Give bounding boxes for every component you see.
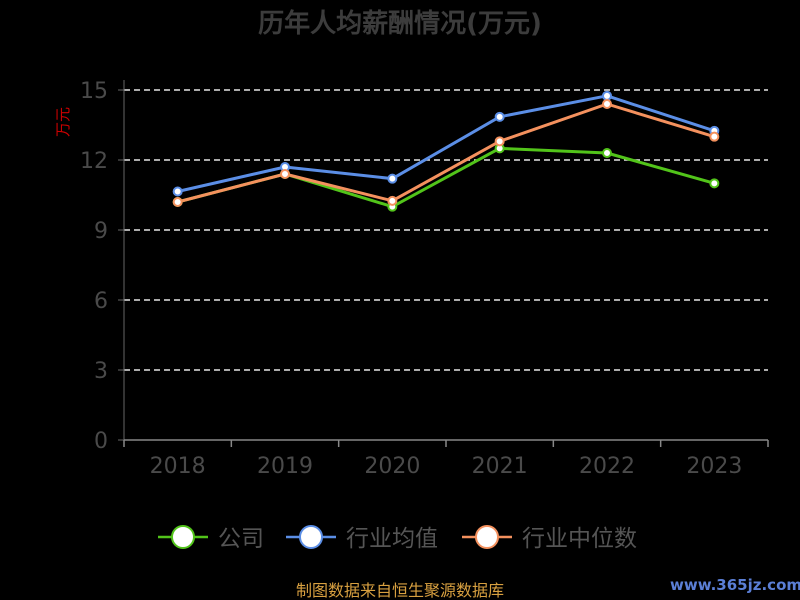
point-1-2021 [494,111,505,122]
y-tick-9: 9 [94,219,108,244]
y-axis-label: 万元 [54,107,72,137]
point-2-2021 [494,136,505,147]
x-tick-2020: 2020 [364,454,420,479]
chart-title: 历年人均薪酬情况(万元) [258,8,542,39]
source-note: 制图数据来自恒生聚源数据库 [296,581,504,600]
x-tick-2022: 2022 [579,454,635,479]
series-line-2 [177,102,715,204]
y-tick-12: 12 [80,149,108,174]
y-tick-0: 0 [94,429,108,454]
y-tick-6: 6 [94,289,108,314]
point-1-2020 [387,173,398,184]
x-tick-2023: 2023 [686,454,742,479]
y-tick-15: 15 [80,79,108,104]
legend: 公司 行业均值 行业中位数 [158,525,637,552]
watermark: www.365jz.com [670,576,800,594]
legend-label-1: 行业均值 [346,526,438,552]
point-0-2022 [602,148,612,158]
x-tick-labels: 2018 2019 2020 2021 2022 2023 [150,454,743,479]
point-1-2022 [602,90,612,101]
point-0-2023 [709,178,720,189]
legend-label-0: 公司 [218,526,264,552]
point-2-2022 [602,99,612,109]
series-line-1 [177,94,715,193]
x-tick-2021: 2021 [472,454,528,479]
series-line-0 [177,146,715,209]
point-1-2018 [172,186,183,197]
point-2-2018 [172,197,183,207]
point-2-2023 [709,131,720,142]
x-tick-2019: 2019 [257,454,313,479]
x-tick-2018: 2018 [150,454,206,479]
y-tick-labels: 0 3 6 9 12 15 [80,79,108,454]
legend-marker-1 [299,525,323,549]
legend-label-2: 行业中位数 [522,526,637,552]
legend-marker-0 [171,525,195,549]
legend-marker-2 [475,525,499,549]
series-group [172,90,720,212]
point-2-2019 [280,169,290,179]
grid-lines [124,89,768,371]
point-2-2020 [387,195,398,206]
y-tick-3: 3 [94,359,108,384]
axes [118,80,769,447]
